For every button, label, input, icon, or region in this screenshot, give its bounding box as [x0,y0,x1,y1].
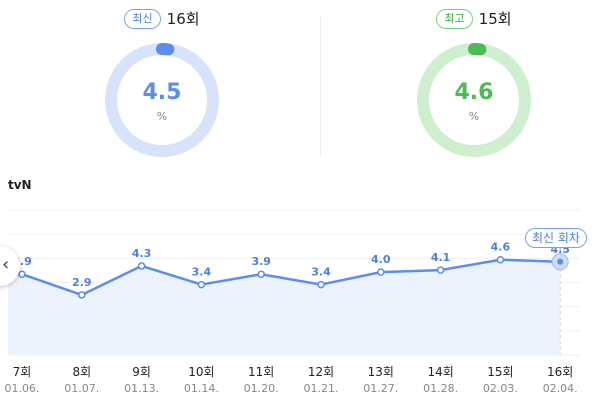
data-point [377,268,385,276]
x-tick-date: 01.06. [5,382,40,395]
data-label: 3.4 [311,266,331,279]
x-tick-episode: 9회 [132,365,151,379]
card-divider [320,15,321,155]
prev-button[interactable]: ‹ [0,246,20,286]
x-tick-episode: 8회 [72,365,91,379]
latest-rating-unit: % [156,110,168,123]
data-label: 3.4 [192,266,212,279]
data-point [18,270,26,278]
latest-gauge-fill [105,43,219,157]
data-label: 2.9 [72,276,92,289]
data-point [496,255,505,264]
data-point [257,270,265,278]
x-tick-date: 01.21. [304,382,339,395]
ratings-line-chart: 3.9 7회 01.06. 2.9 8회 01.07. 4.3 9회 01.13. 3.4 10회 0… [5,209,580,395]
best-rating-card: 최고 15회 4.6 % [326,0,596,160]
best-rating-gauge: 4.6 % [414,40,534,160]
x-tick-episode: 16회 [547,365,573,379]
x-tick-episode: 12회 [308,365,334,379]
best-episode: 15회 [478,10,512,28]
x-tick-episode: 13회 [368,365,394,379]
latest-episode: 16회 [166,10,200,28]
x-tick-date: 02.03. [483,382,518,395]
latest-badge: 최신 [124,8,161,29]
best-rating-value: 4.6 [454,80,494,105]
data-point [557,258,564,265]
x-tick-date: 01.28. [423,382,458,395]
data-label: 4.6 [491,241,511,254]
data-label: 4.3 [132,247,152,260]
chevron-left-icon: ‹ [2,254,10,275]
x-tick-date: 01.07. [64,382,99,395]
data-label: 3.9 [251,255,271,268]
best-gauge-fill [417,43,531,157]
best-rating-unit: % [468,110,480,123]
data-point [78,291,86,299]
x-tick-episode: 11회 [248,365,274,379]
latest-episode-tag: 최신 회차 [525,228,587,248]
x-tick-episode: 15회 [487,365,513,379]
latest-rating-gauge: 4.5 % [102,40,222,160]
x-tick-date: 01.14. [184,382,219,395]
x-tick-date: 01.13. [124,382,159,395]
data-point [317,280,325,289]
channel-label: tvN [8,178,32,192]
x-tick-date: 01.20. [244,382,279,395]
data-label: 4.0 [371,253,391,266]
x-tick-date: 02.04. [543,382,578,395]
best-badge: 최고 [436,8,473,29]
x-tick-date: 01.27. [363,382,398,395]
data-label: 4.1 [431,251,451,264]
x-tick-episode: 7회 [13,365,32,379]
latest-rating-card: 최신 16회 4.5 % [14,0,310,160]
data-point [137,262,146,270]
x-tick-episode: 10회 [188,365,214,379]
series-area [8,259,561,355]
data-point [436,266,445,274]
x-tick-episode: 14회 [427,365,453,379]
latest-rating-value: 4.5 [142,80,182,105]
best-rating-header: 최고 15회 [326,8,596,30]
latest-rating-header: 최신 16회 [14,8,310,30]
data-point [197,280,206,289]
